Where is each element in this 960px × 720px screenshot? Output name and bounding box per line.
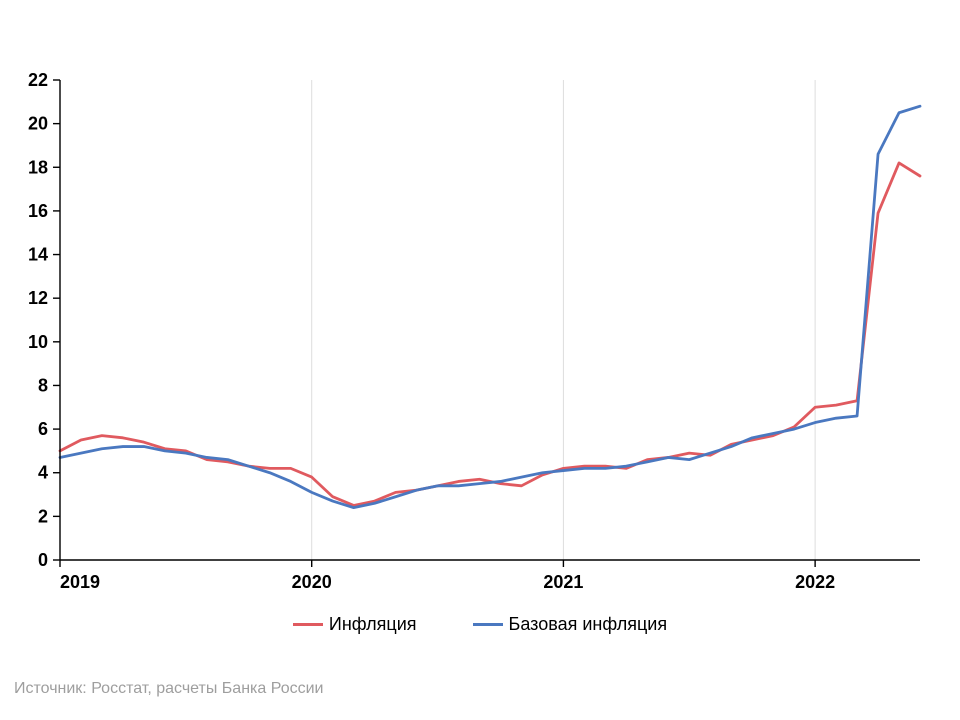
y-tick-label: 22: [28, 70, 48, 90]
y-tick-label: 12: [28, 288, 48, 308]
y-tick-label: 16: [28, 201, 48, 221]
x-tick-label: 2022: [795, 572, 835, 592]
y-tick-label: 10: [28, 332, 48, 352]
y-tick-label: 8: [38, 375, 48, 395]
legend-swatch: [293, 623, 323, 626]
x-tick-label: 2021: [543, 572, 583, 592]
legend-item: Базовая инфляция: [473, 614, 668, 635]
y-tick-label: 6: [38, 419, 48, 439]
y-tick-label: 0: [38, 550, 48, 570]
y-tick-label: 20: [28, 114, 48, 134]
legend-swatch: [473, 623, 503, 626]
source-text: Источник: Росстат, расчеты Банка России: [14, 680, 323, 698]
y-tick-label: 2: [38, 506, 48, 526]
legend-label: Базовая инфляция: [509, 614, 668, 635]
y-tick-label: 14: [28, 245, 48, 265]
legend-item: Инфляция: [293, 614, 417, 635]
legend: Инфляция Базовая инфляция: [0, 610, 960, 635]
y-tick-label: 18: [28, 157, 48, 177]
legend-label: Инфляция: [329, 614, 417, 635]
x-tick-label: 2020: [292, 572, 332, 592]
y-tick-label: 4: [38, 463, 48, 483]
x-tick-label: 2019: [60, 572, 100, 592]
chart-container: Инфляция и базовая инфляция в Мурманской…: [0, 0, 960, 720]
